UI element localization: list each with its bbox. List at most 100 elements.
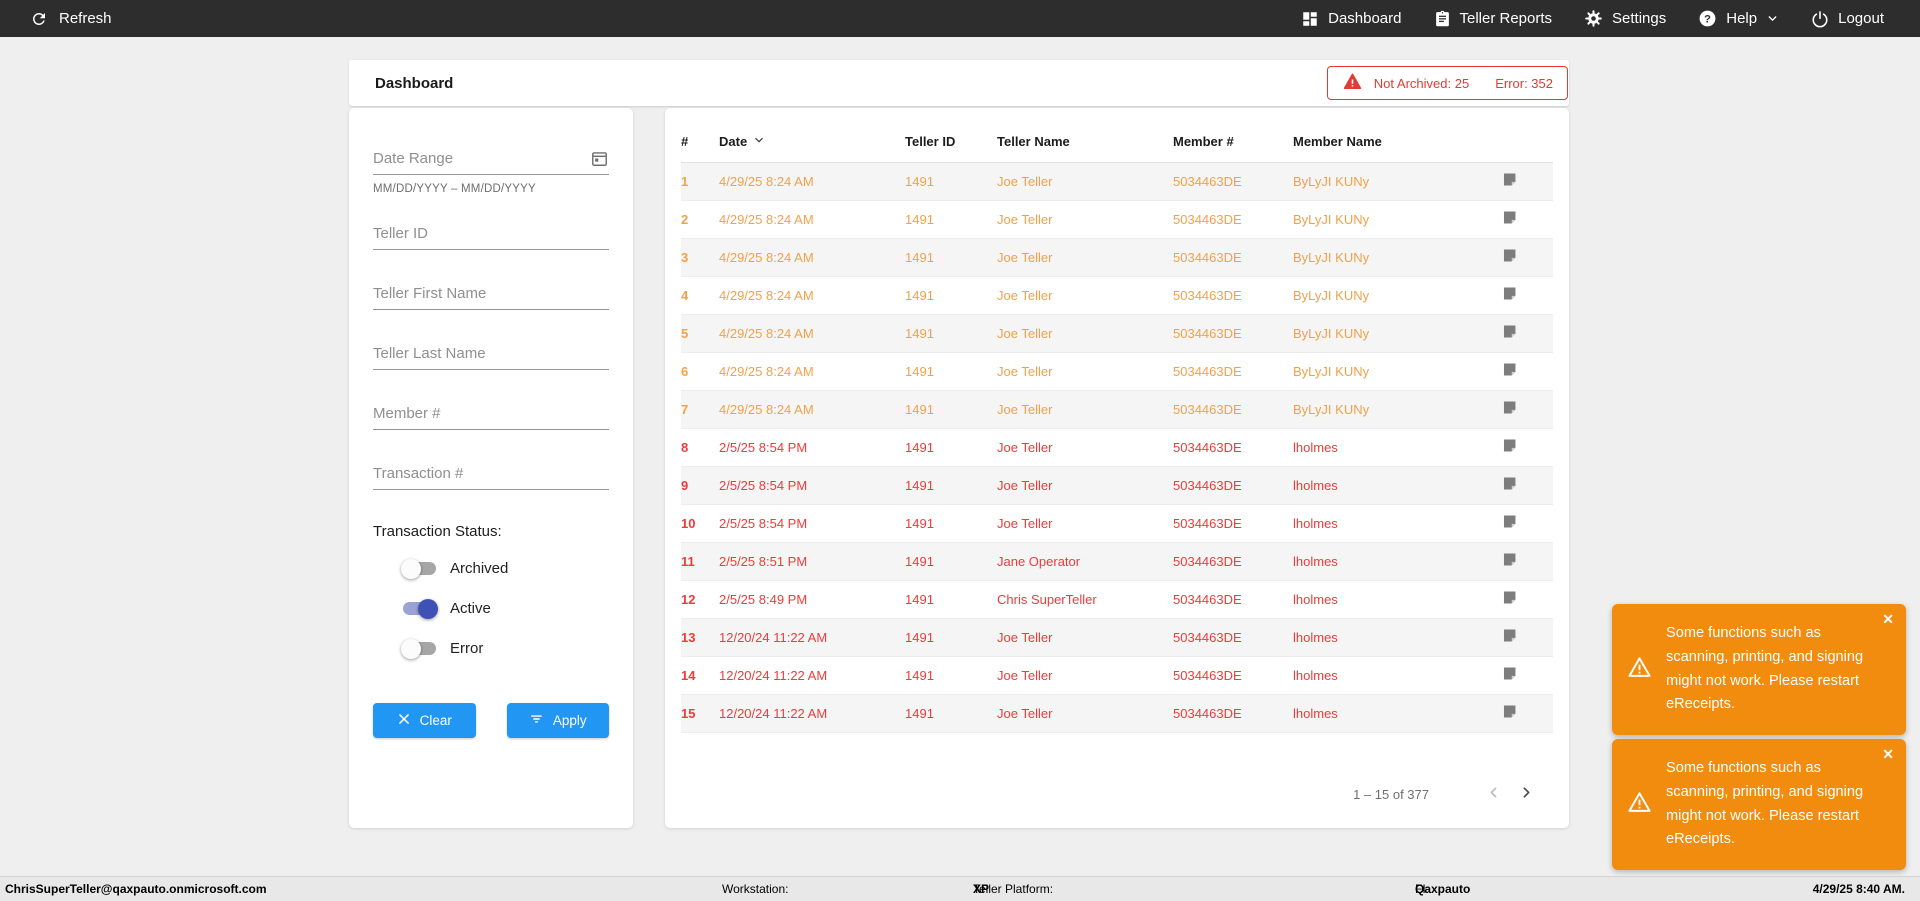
- cell-member-number: 5034463DE: [1173, 439, 1242, 455]
- note-icon: [1501, 629, 1518, 647]
- note-button[interactable]: [1499, 473, 1520, 497]
- note-button[interactable]: [1499, 359, 1520, 383]
- nav-label: Logout: [1838, 10, 1884, 27]
- table-row[interactable]: 12 2/5/25 8:49 PM 1491 Chris SuperTeller 503…: [681, 580, 1553, 618]
- previous-page-button[interactable]: [1477, 780, 1510, 808]
- table-row[interactable]: 15 12/20/24 11:22 AM 1491 Joe Teller 5034463…: [681, 694, 1553, 732]
- cell-teller-name: Joe Teller: [997, 477, 1053, 493]
- transactions-panel: # Date Teller ID Teller Name Member # Me…: [665, 108, 1569, 828]
- close-icon[interactable]: ✕: [1882, 611, 1894, 627]
- member-number-input[interactable]: [373, 403, 609, 430]
- transaction-number-input[interactable]: [373, 463, 609, 490]
- cell-teller-name: Joe Teller: [997, 211, 1053, 227]
- nav-item-teller-reports[interactable]: Teller Reports: [1434, 9, 1552, 28]
- cell-date: 2/5/25 8:54 PM: [719, 515, 808, 531]
- row-number: 4: [681, 287, 689, 303]
- nav-item-help[interactable]: ? Help: [1698, 9, 1779, 28]
- cell-note: [1465, 656, 1553, 694]
- cell-note: [1465, 162, 1553, 200]
- nav-item-logout[interactable]: Logout: [1811, 10, 1884, 28]
- table-row[interactable]: 11 2/5/25 8:51 PM 1491 Jane Operator 5034463…: [681, 542, 1553, 580]
- refresh-button[interactable]: Refresh: [30, 10, 112, 28]
- note-icon: [1501, 439, 1518, 457]
- note-icon: [1501, 287, 1518, 305]
- cell-teller-id: 1491: [905, 287, 934, 303]
- note-button[interactable]: [1499, 169, 1520, 193]
- x-icon: [397, 712, 411, 729]
- note-button[interactable]: [1499, 207, 1520, 231]
- column-member-number[interactable]: Member #: [1173, 122, 1293, 163]
- nav-item-settings[interactable]: Settings: [1584, 9, 1666, 28]
- note-button[interactable]: [1499, 435, 1520, 459]
- note-button[interactable]: [1499, 245, 1520, 269]
- note-button[interactable]: [1499, 625, 1520, 649]
- refresh-icon: [30, 10, 48, 28]
- column-teller-id[interactable]: Teller ID: [905, 122, 997, 163]
- row-number: 6: [681, 363, 689, 379]
- warning-triangle-icon: [1626, 655, 1653, 685]
- cell-teller-name: Joe Teller: [997, 705, 1053, 721]
- cell-date: 2/5/25 8:51 PM: [719, 553, 808, 569]
- column-teller-name[interactable]: Teller Name: [997, 122, 1173, 163]
- next-page-button[interactable]: [1510, 780, 1543, 808]
- table-row[interactable]: 2 4/29/25 8:24 AM 1491 Joe Teller 5034463DE B…: [681, 200, 1553, 238]
- nav-label: Help: [1726, 10, 1758, 27]
- table-row[interactable]: 3 4/29/25 8:24 AM 1491 Joe Teller 5034463DE B…: [681, 238, 1553, 276]
- note-button[interactable]: [1499, 549, 1520, 573]
- table-row[interactable]: 14 12/20/24 11:22 AM 1491 Joe Teller 5034463…: [681, 656, 1553, 694]
- cell-note: [1465, 238, 1553, 276]
- calendar-icon[interactable]: [590, 149, 609, 171]
- active-toggle[interactable]: Active: [403, 598, 609, 619]
- table-row[interactable]: 1 4/29/25 8:24 AM 1491 Joe Teller 5034463DE B…: [681, 162, 1553, 200]
- apply-button[interactable]: Apply: [506, 703, 609, 738]
- date-range-input[interactable]: [373, 148, 609, 175]
- column-member-name[interactable]: Member Name: [1293, 122, 1465, 163]
- status-alert-badge[interactable]: Not Archived: 25 Error: 352: [1326, 66, 1568, 100]
- table-row[interactable]: 9 2/5/25 8:54 PM 1491 Joe Teller 5034463DE lh…: [681, 466, 1553, 504]
- cell-member-number: 5034463DE: [1173, 211, 1242, 227]
- cell-member-name: lholmes: [1293, 591, 1338, 607]
- table-row[interactable]: 4 4/29/25 8:24 AM 1491 Joe Teller 5034463DE B…: [681, 276, 1553, 314]
- page-title: Dashboard: [375, 74, 454, 92]
- note-button[interactable]: [1499, 701, 1520, 725]
- table-row[interactable]: 13 12/20/24 11:22 AM 1491 Joe Teller 5034463…: [681, 618, 1553, 656]
- table-row[interactable]: 8 2/5/25 8:54 PM 1491 Joe Teller 5034463DE lh…: [681, 428, 1553, 466]
- note-button[interactable]: [1499, 321, 1520, 345]
- date-range-field: [373, 148, 609, 175]
- teller-id-input[interactable]: [373, 223, 609, 250]
- table-row[interactable]: 5 4/29/25 8:24 AM 1491 Joe Teller 5034463DE B…: [681, 314, 1553, 352]
- filter-panel: MM/DD/YYYY – MM/DD/YYYY Transaction Stat…: [349, 108, 633, 828]
- column-number[interactable]: #: [681, 122, 719, 163]
- filter-actions: Clear Apply: [373, 703, 609, 738]
- clear-button[interactable]: Clear: [373, 703, 476, 738]
- cell-member-name: lholmes: [1293, 439, 1338, 455]
- teller-last-name-input[interactable]: [373, 343, 609, 370]
- note-button[interactable]: [1499, 511, 1520, 535]
- cell-note: [1465, 694, 1553, 732]
- toggle-track: [401, 558, 436, 579]
- toast-message: Some functions such as scanning, printin…: [1666, 625, 1864, 713]
- cell-member-name: lholmes: [1293, 667, 1338, 683]
- note-button[interactable]: [1499, 663, 1520, 687]
- teller-platform-value: XP: [973, 882, 990, 896]
- archived-toggle[interactable]: Archived: [401, 558, 609, 579]
- cell-teller-id: 1491: [905, 401, 934, 417]
- table-row[interactable]: 10 2/5/25 8:54 PM 1491 Joe Teller 5034463DE l…: [681, 504, 1553, 542]
- close-icon[interactable]: ✕: [1882, 746, 1894, 762]
- row-number: 3: [681, 249, 689, 265]
- sort-descending-icon: [751, 132, 767, 151]
- note-button[interactable]: [1499, 587, 1520, 611]
- table-row[interactable]: 7 4/29/25 8:24 AM 1491 Joe Teller 5034463DE B…: [681, 390, 1553, 428]
- cell-note: [1465, 314, 1553, 352]
- table-row[interactable]: 6 4/29/25 8:24 AM 1491 Joe Teller 5034463DE B…: [681, 352, 1553, 390]
- error-toggle[interactable]: Error: [401, 638, 609, 659]
- cell-teller-name: Joe Teller: [997, 515, 1053, 531]
- cell-teller-id: 1491: [905, 211, 934, 227]
- cell-date: 12/20/24 11:22 AM: [719, 667, 828, 683]
- nav-item-dashboard[interactable]: Dashboard: [1301, 10, 1402, 28]
- note-icon: [1501, 325, 1518, 343]
- column-date[interactable]: Date: [719, 122, 905, 163]
- teller-first-name-input[interactable]: [373, 283, 609, 310]
- note-button[interactable]: [1499, 283, 1520, 307]
- note-button[interactable]: [1499, 397, 1520, 421]
